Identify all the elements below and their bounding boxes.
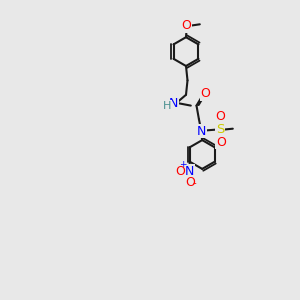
Text: O: O bbox=[185, 176, 195, 189]
Text: S: S bbox=[216, 123, 224, 136]
Text: N: N bbox=[185, 165, 194, 178]
Text: N: N bbox=[169, 97, 178, 110]
Text: O: O bbox=[201, 87, 210, 100]
Text: +: + bbox=[179, 160, 187, 169]
Text: N: N bbox=[196, 124, 206, 138]
Text: -: - bbox=[192, 178, 196, 188]
Text: O: O bbox=[175, 165, 185, 178]
Text: O: O bbox=[182, 19, 191, 32]
Text: H: H bbox=[163, 100, 172, 111]
Text: O: O bbox=[216, 136, 226, 149]
Text: O: O bbox=[216, 110, 225, 123]
